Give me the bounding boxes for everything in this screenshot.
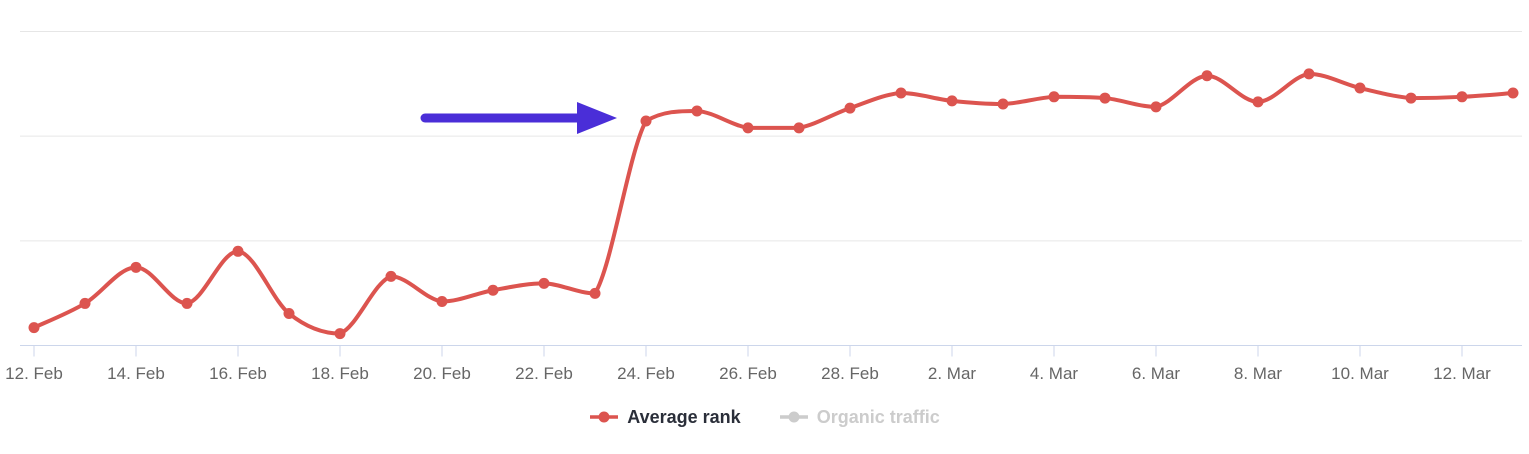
data-point-marker[interactable] (1150, 101, 1162, 113)
data-point-marker[interactable] (793, 122, 805, 134)
x-axis-label: 26. Feb (719, 364, 777, 383)
data-point-marker[interactable] (28, 322, 40, 334)
x-axis-label: 12. Mar (1433, 364, 1491, 383)
chart-legend: Average rank Organic traffic (0, 408, 1529, 426)
x-axis-label: 22. Feb (515, 364, 573, 383)
x-axis-label: 18. Feb (311, 364, 369, 383)
organic-traffic-series-marker-icon (779, 411, 808, 423)
gridlines (20, 31, 1522, 242)
data-point-marker[interactable] (1048, 91, 1060, 103)
data-point-marker[interactable] (1405, 92, 1417, 104)
x-axis-label: 24. Feb (617, 364, 675, 383)
legend-label-average-rank: Average rank (627, 407, 741, 427)
data-point-marker[interactable] (538, 277, 550, 289)
data-point-marker[interactable] (742, 122, 754, 134)
data-point-marker[interactable] (487, 284, 499, 296)
legend-item-organic-traffic[interactable]: Organic traffic (779, 408, 940, 426)
x-axis-label: 2. Mar (928, 364, 977, 383)
data-point-marker[interactable] (1099, 92, 1111, 104)
average-rank-series-points (28, 68, 1519, 340)
x-axis: 12. Feb 14. Feb 16. Feb 18. Feb 20. Feb 22. F… (5, 345, 1491, 383)
data-point-marker[interactable] (1303, 68, 1315, 80)
data-point-marker[interactable] (691, 105, 703, 117)
data-point-marker[interactable] (79, 297, 91, 309)
average-rank-series-marker-icon (590, 411, 619, 423)
data-point-marker[interactable] (1354, 82, 1366, 94)
data-point-marker[interactable] (1507, 87, 1519, 99)
data-point-marker[interactable] (1252, 96, 1264, 108)
data-point-marker[interactable] (946, 95, 958, 107)
annotation-arrow-head (577, 102, 617, 134)
x-axis-label: 4. Mar (1030, 364, 1079, 383)
data-point-marker[interactable] (895, 87, 907, 99)
x-axis-label: 14. Feb (107, 364, 165, 383)
data-point-marker[interactable] (181, 297, 193, 309)
chart-plot-area: 12. Feb 14. Feb 16. Feb 18. Feb 20. Feb 22. F… (5, 31, 1522, 383)
x-axis-label: 16. Feb (209, 364, 267, 383)
x-axis-label: 28. Feb (821, 364, 879, 383)
data-point-marker[interactable] (283, 307, 295, 319)
x-axis-label: 12. Feb (5, 364, 63, 383)
legend-marker-dot (788, 411, 800, 423)
data-point-marker[interactable] (997, 98, 1009, 110)
data-point-marker[interactable] (1456, 91, 1468, 103)
x-axis-label: 6. Mar (1132, 364, 1181, 383)
x-axis-label: 20. Feb (413, 364, 471, 383)
data-point-marker[interactable] (232, 245, 244, 257)
data-point-marker[interactable] (640, 115, 652, 127)
x-axis-label: 10. Mar (1331, 364, 1389, 383)
data-point-marker[interactable] (130, 261, 142, 273)
data-point-marker[interactable] (589, 287, 601, 299)
average-rank-series-line (32, 71, 1515, 336)
annotation-arrow (420, 102, 617, 134)
data-point-marker[interactable] (844, 102, 856, 114)
data-point-marker[interactable] (436, 296, 448, 308)
x-axis-label: 8. Mar (1234, 364, 1283, 383)
data-point-marker[interactable] (1201, 70, 1213, 82)
legend-marker-dot (598, 411, 610, 423)
legend-item-average-rank[interactable]: Average rank (589, 407, 741, 427)
data-point-marker[interactable] (385, 270, 397, 282)
data-point-marker[interactable] (334, 328, 346, 340)
legend-label-organic-traffic: Organic traffic (816, 407, 940, 427)
